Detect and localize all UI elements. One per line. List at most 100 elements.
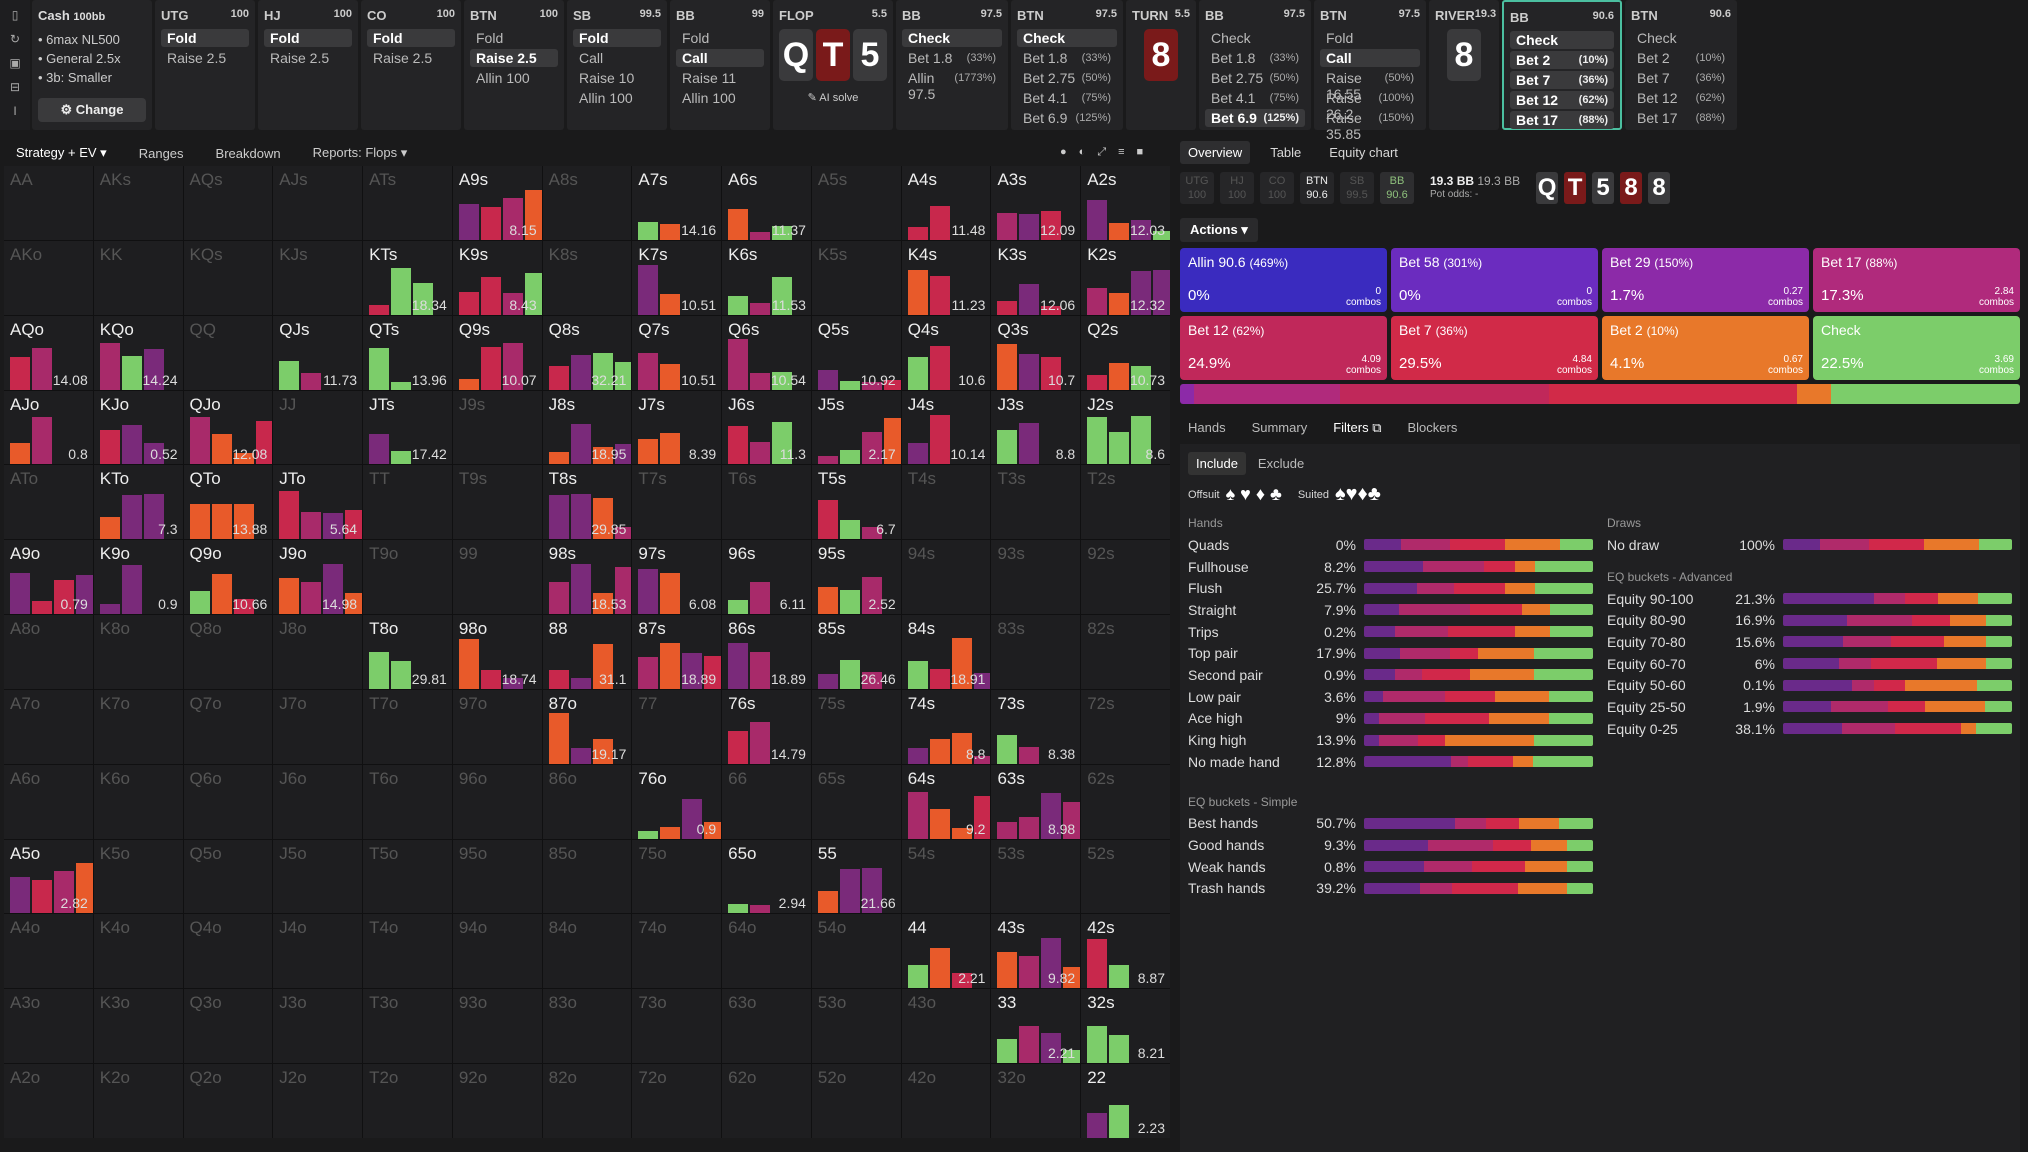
hand-cell[interactable]: T6o	[363, 764, 452, 839]
position-pill[interactable]: UTG 100	[1180, 172, 1214, 204]
hand-cell[interactable]: AJo 0.8	[4, 390, 93, 465]
action-option[interactable]: Allin 100	[676, 89, 764, 107]
hand-cell[interactable]: T9o	[363, 540, 452, 615]
hand-cell[interactable]: Q8s 32.21	[542, 315, 632, 390]
hand-cell[interactable]: 87s 18.89	[632, 615, 722, 689]
hand-cell[interactable]: 95s 2.52	[811, 540, 901, 615]
hand-cell[interactable]: J2s 8.6	[1081, 390, 1170, 465]
hand-cell[interactable]: A8s	[542, 166, 632, 240]
hand-cell[interactable]: J6o	[273, 764, 363, 839]
action-option[interactable]: Raise 2.5	[264, 49, 352, 67]
hand-cell[interactable]: J4o	[273, 914, 363, 989]
action-option[interactable]: Check	[1205, 29, 1305, 47]
hand-cell[interactable]: KK	[93, 240, 183, 315]
hand-cell[interactable]: A6o	[4, 764, 93, 839]
filter-row[interactable]: No draw 100%	[1607, 534, 2012, 556]
hand-cell[interactable]: KQs	[183, 240, 273, 315]
suited-suit-icons[interactable]: ♠♥♦♣	[1335, 483, 1381, 505]
tab-0[interactable]: Strategy + EV ▾	[16, 145, 107, 160]
hand-cell[interactable]: 88 31.1	[542, 615, 632, 689]
hand-cell[interactable]: 97o	[452, 689, 542, 764]
hand-cell[interactable]: T5s 6.7	[811, 465, 901, 540]
action-tile[interactable]: Check 22.5% 3.69 combos	[1813, 316, 2020, 380]
hand-cell[interactable]: J8s 18.95	[542, 390, 632, 465]
hand-cell[interactable]: 82s	[1081, 615, 1170, 689]
save-icon[interactable]: ▣	[9, 56, 21, 70]
hand-cell[interactable]: 52o	[811, 1064, 901, 1138]
hand-cell[interactable]: ATs	[363, 166, 452, 240]
filter-row[interactable]: Second pair 0.9%	[1188, 664, 1593, 686]
hand-cell[interactable]: AA	[4, 166, 93, 240]
hand-cell[interactable]: J3o	[273, 989, 363, 1064]
hand-cell[interactable]: 96o	[452, 764, 542, 839]
tab-2[interactable]: Breakdown	[215, 145, 281, 161]
hand-cell[interactable]: T5o	[363, 839, 452, 914]
refresh-icon[interactable]: ↻	[9, 32, 21, 46]
hand-cell[interactable]: 73o	[632, 989, 722, 1064]
hand-cell[interactable]: K6s 11.53	[722, 240, 811, 315]
hand-cell[interactable]: Q4o	[183, 914, 273, 989]
filter-row[interactable]: Weak hands 0.8%	[1188, 856, 1593, 878]
hand-cell[interactable]: Q9o 10.66	[183, 540, 273, 615]
hand-cell[interactable]: Q5o	[183, 839, 273, 914]
hand-cell[interactable]: T8o 29.81	[363, 615, 452, 689]
expand-icon[interactable]: ⤢	[1097, 146, 1107, 158]
hand-cell[interactable]: AKs	[93, 166, 183, 240]
hand-cell[interactable]: 65s	[811, 764, 901, 839]
hand-cell[interactable]: KJs	[273, 240, 363, 315]
filter-row[interactable]: Equity 50-60 0.1%	[1607, 674, 2012, 696]
action-option[interactable]: Fold	[367, 29, 455, 47]
hand-cell[interactable]: Q2s 10.73	[1081, 315, 1170, 390]
hand-cell[interactable]: 63s 8.98	[991, 764, 1081, 839]
hand-cell[interactable]: A8o	[4, 615, 93, 689]
action-option[interactable]: Bet 4.1 (75%)	[1017, 89, 1117, 107]
subtab-3[interactable]: Blockers	[1407, 420, 1458, 435]
hand-cell[interactable]: 75s	[811, 689, 901, 764]
hand-cell[interactable]: T4o	[363, 914, 452, 989]
hand-cell[interactable]: J2o	[273, 1064, 363, 1138]
hand-cell[interactable]: 93s	[991, 540, 1081, 615]
hand-cell[interactable]: J7o	[273, 689, 363, 764]
hand-cell[interactable]: A9o 0.79	[4, 540, 93, 615]
action-option[interactable]: Fold	[676, 29, 764, 47]
action-option[interactable]: Call	[1320, 49, 1420, 67]
action-option[interactable]: Call	[573, 49, 661, 67]
right-tab-1[interactable]: Table	[1270, 144, 1302, 160]
filter-row[interactable]: Equity 25-50 1.9%	[1607, 696, 2012, 718]
filter-row[interactable]: Equity 70-80 15.6%	[1607, 631, 2012, 653]
action-option[interactable]: Raise 10	[573, 69, 661, 87]
filter-row[interactable]: Ace high 9%	[1188, 708, 1593, 730]
hand-cell[interactable]: 76s 14.79	[722, 689, 811, 764]
hand-cell[interactable]: 93o	[452, 989, 542, 1064]
action-option[interactable]: Bet 12 (62%)	[1631, 89, 1731, 107]
hand-cell[interactable]: Q4s 10.6	[901, 315, 991, 390]
hand-cell[interactable]: 64o	[722, 914, 811, 989]
action-option[interactable]: Bet 17 (88%)	[1510, 111, 1614, 129]
bookmark-icon[interactable]: ▯	[11, 8, 19, 22]
hand-cell[interactable]: JJ	[273, 390, 363, 465]
hand-cell[interactable]: AKo	[4, 240, 93, 315]
action-option[interactable]: Fold	[1320, 29, 1420, 47]
hand-cell[interactable]: K7o	[93, 689, 183, 764]
hand-cell[interactable]: K6o	[93, 764, 183, 839]
change-button[interactable]: ⚙ Change	[38, 98, 146, 122]
hand-cell[interactable]: A6s 11.37	[722, 166, 811, 240]
filter-row[interactable]: Equity 80-90 16.9%	[1607, 609, 2012, 631]
action-option[interactable]: Raise 26.2 (100%)	[1320, 89, 1420, 122]
hand-cell[interactable]: J9s	[452, 390, 542, 465]
hand-cell[interactable]: 73s 8.38	[991, 689, 1081, 764]
hand-cell[interactable]: 62s	[1081, 764, 1170, 839]
hand-cell[interactable]: 98s 18.53	[542, 540, 632, 615]
hand-cell[interactable]: Q7s 10.51	[632, 315, 722, 390]
hand-cell[interactable]: AJs	[273, 166, 363, 240]
subtab-0[interactable]: Hands	[1188, 420, 1226, 435]
hand-cell[interactable]: 92s	[1081, 540, 1170, 615]
hand-cell[interactable]: A7o	[4, 689, 93, 764]
tab-1[interactable]: Ranges	[138, 145, 184, 161]
hand-cell[interactable]: 72o	[632, 1064, 722, 1138]
hand-cell[interactable]: 66	[722, 764, 811, 839]
hand-cell[interactable]: JTo 5.64	[273, 465, 363, 540]
action-option[interactable]: Fold	[470, 29, 558, 47]
action-option[interactable]: Bet 1.8 (33%)	[1017, 49, 1117, 67]
action-tile[interactable]: Bet 12 (62%) 24.9% 4.09 combos	[1180, 316, 1387, 380]
